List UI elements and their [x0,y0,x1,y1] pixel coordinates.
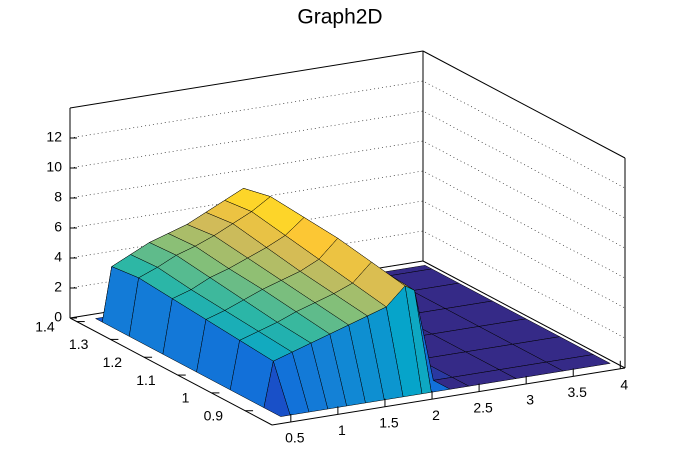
y-axis [69,317,273,426]
y-tick-label: 0.9 [204,407,224,423]
box-edge [69,50,424,109]
z-tick-label: 2 [54,279,62,295]
x-tick-label: 4 [620,376,628,392]
z-tick-label: 8 [54,189,62,205]
y-tick-label: 1.4 [35,318,55,334]
surface-cell [263,361,291,417]
box-edge [422,50,626,159]
y-tick-label: 1.3 [69,336,89,352]
z-tick-label: 12 [46,129,62,145]
x-tick-label: 3.5 [567,384,587,400]
x-tick-label: 3 [526,392,534,408]
z-tick-label: 4 [54,249,62,265]
chart-title: Graph2D [297,6,382,29]
x-tick-label: 2.5 [473,399,493,415]
y-tick-label: 1 [182,390,190,406]
x-axis [271,367,626,426]
x-tick-label: 1 [338,422,346,438]
grid-line [69,80,626,189]
grid-line [69,140,626,249]
x-tick-label: 2 [432,407,440,423]
z-tick-label: 6 [54,219,62,235]
x-tick-label: 1.5 [379,414,399,430]
y-tick-label: 1.2 [103,354,123,370]
y-tick-label: 1.1 [136,372,156,388]
z-tick-label: 10 [46,159,62,175]
x-tick-label: 0.5 [285,430,305,446]
z-tick-label: 0 [54,309,62,325]
grid-line [69,110,626,219]
